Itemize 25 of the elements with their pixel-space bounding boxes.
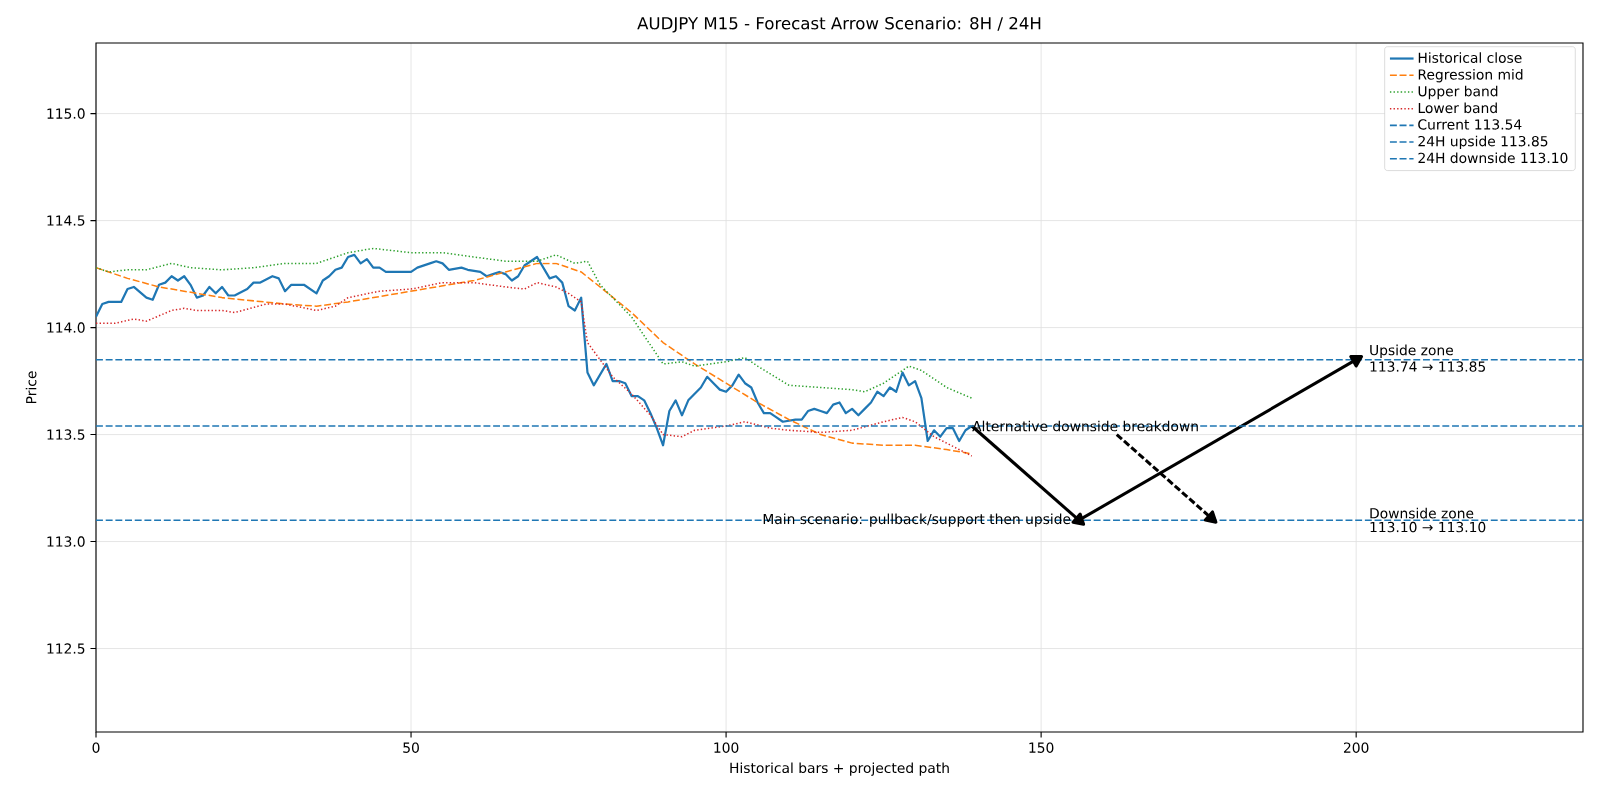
x-tick-label: 200	[1343, 742, 1369, 753]
y-axis-title: Price	[25, 371, 37, 404]
x-tick-label: 50	[403, 742, 419, 753]
y-tick-label: 114.5	[47, 215, 85, 226]
legend-label: Lower band	[1418, 102, 1497, 114]
x-axis-title: Historical bars + projected path	[730, 762, 949, 776]
chart-title: AUDJPY M15 - Forecast Arrow Scenario: 8H / 24H	[637, 16, 1041, 33]
annotation: Downside zone	[1370, 507, 1474, 519]
legend-label: 24H upside 113.85	[1418, 135, 1548, 150]
annotation: 113.10 → 113.10	[1370, 521, 1486, 533]
x-tick-label: 150	[1029, 742, 1054, 753]
legend-label: Current 113.54	[1418, 119, 1522, 130]
y-tick-label: 113.5	[47, 429, 85, 440]
y-tick-label: 113.0	[47, 536, 85, 547]
annotation: Upside zone	[1370, 344, 1453, 359]
y-tick-label: 114.0	[47, 322, 85, 333]
x-tick-label: 100	[714, 742, 739, 753]
legend-label: Regression mid	[1418, 68, 1523, 83]
y-tick-label: 112.5	[47, 643, 85, 654]
legend-label: Historical close	[1418, 52, 1522, 63]
legend-label: 24H downside 113.10	[1418, 152, 1568, 164]
x-tick-label: 0	[92, 742, 100, 753]
annotation: 113.74 → 113.85	[1370, 361, 1486, 372]
y-tick-label: 115.0	[47, 108, 85, 119]
legend-label: Upper band	[1418, 85, 1498, 100]
